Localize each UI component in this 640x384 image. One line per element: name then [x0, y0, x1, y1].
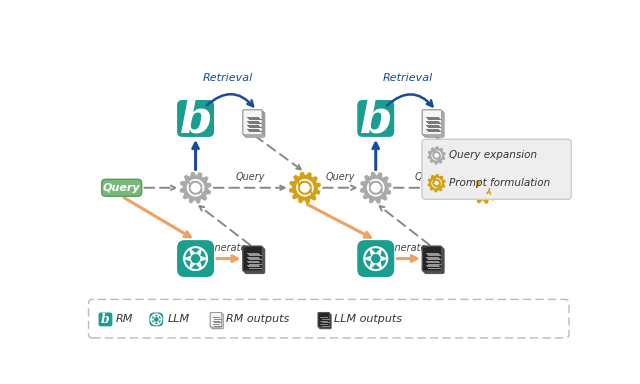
Text: Retrieval: Retrieval — [383, 73, 433, 83]
Polygon shape — [190, 261, 196, 268]
Polygon shape — [290, 172, 320, 203]
Polygon shape — [180, 172, 211, 203]
FancyBboxPatch shape — [244, 111, 264, 136]
FancyBboxPatch shape — [210, 313, 221, 327]
FancyBboxPatch shape — [422, 110, 442, 135]
Text: Generate: Generate — [202, 243, 247, 253]
Polygon shape — [428, 175, 445, 192]
Text: b: b — [101, 313, 110, 326]
Circle shape — [432, 151, 441, 160]
FancyBboxPatch shape — [177, 100, 214, 137]
FancyBboxPatch shape — [88, 300, 569, 338]
Polygon shape — [376, 261, 381, 268]
Text: LLM outputs: LLM outputs — [334, 314, 402, 324]
FancyBboxPatch shape — [424, 112, 444, 137]
Polygon shape — [428, 147, 445, 164]
FancyArrowPatch shape — [207, 94, 253, 106]
FancyBboxPatch shape — [243, 110, 262, 135]
Text: Query: Query — [236, 172, 265, 182]
Polygon shape — [190, 249, 196, 256]
Polygon shape — [360, 172, 391, 203]
FancyBboxPatch shape — [423, 247, 443, 272]
Text: RM: RM — [115, 314, 133, 324]
Text: Query: Query — [103, 183, 140, 193]
FancyBboxPatch shape — [422, 139, 572, 199]
Polygon shape — [156, 315, 159, 319]
Polygon shape — [154, 315, 156, 319]
Polygon shape — [196, 249, 202, 256]
Polygon shape — [184, 256, 191, 261]
Text: Query: Query — [326, 172, 355, 182]
FancyBboxPatch shape — [244, 247, 264, 272]
FancyArrowPatch shape — [387, 94, 433, 106]
FancyBboxPatch shape — [319, 314, 331, 329]
Circle shape — [432, 179, 441, 188]
Circle shape — [155, 318, 158, 321]
FancyBboxPatch shape — [318, 313, 330, 327]
FancyBboxPatch shape — [245, 112, 264, 137]
FancyBboxPatch shape — [149, 313, 163, 326]
Polygon shape — [468, 172, 499, 203]
Polygon shape — [154, 320, 156, 324]
Polygon shape — [370, 249, 376, 256]
Polygon shape — [380, 256, 387, 261]
Circle shape — [191, 255, 200, 263]
Text: b: b — [180, 96, 212, 142]
Circle shape — [476, 180, 492, 196]
Polygon shape — [370, 261, 376, 268]
FancyBboxPatch shape — [102, 179, 141, 196]
FancyBboxPatch shape — [357, 100, 394, 137]
FancyBboxPatch shape — [212, 314, 223, 329]
FancyBboxPatch shape — [424, 248, 444, 273]
Text: RM outputs: RM outputs — [227, 314, 290, 324]
Polygon shape — [364, 256, 372, 261]
Text: Query expansion: Query expansion — [449, 151, 537, 161]
Polygon shape — [151, 319, 155, 320]
Text: Prompt formulation: Prompt formulation — [449, 178, 550, 188]
Circle shape — [372, 255, 380, 263]
FancyBboxPatch shape — [422, 246, 442, 271]
Polygon shape — [196, 261, 202, 268]
FancyBboxPatch shape — [243, 246, 262, 271]
FancyBboxPatch shape — [423, 111, 443, 136]
Circle shape — [297, 180, 313, 196]
FancyBboxPatch shape — [99, 313, 113, 326]
Text: Generate: Generate — [381, 243, 427, 253]
Text: b: b — [360, 96, 393, 142]
FancyBboxPatch shape — [245, 248, 264, 273]
Circle shape — [367, 180, 384, 196]
Text: Query: Query — [415, 172, 444, 182]
Polygon shape — [200, 256, 207, 261]
Circle shape — [188, 180, 204, 196]
Text: Retrieval: Retrieval — [203, 73, 253, 83]
FancyBboxPatch shape — [357, 240, 394, 277]
Polygon shape — [376, 249, 381, 256]
Text: LLM: LLM — [168, 314, 190, 324]
Polygon shape — [157, 319, 162, 320]
Polygon shape — [156, 320, 159, 324]
FancyBboxPatch shape — [177, 240, 214, 277]
